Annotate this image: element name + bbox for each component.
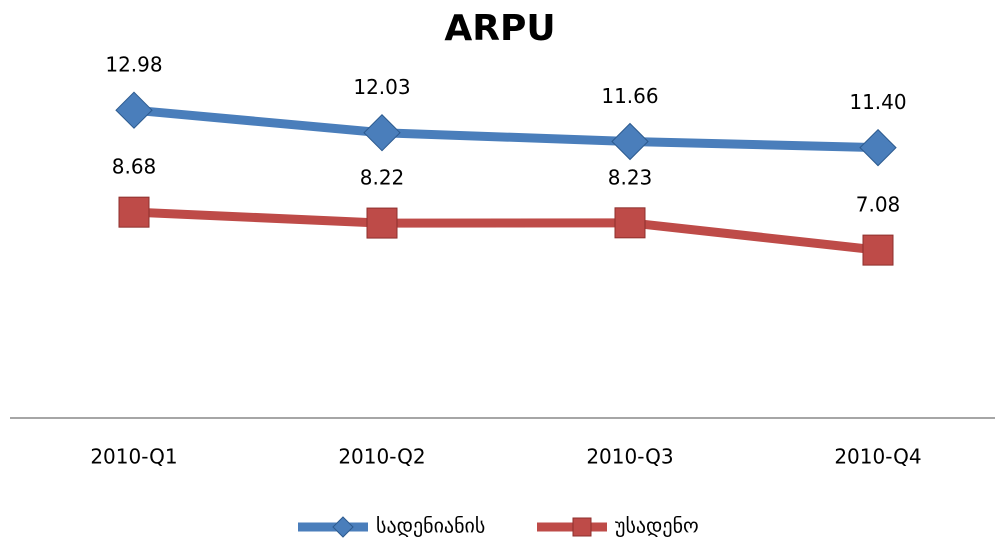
marker <box>862 234 894 266</box>
x-tick-label: 2010-Q4 <box>834 445 921 469</box>
data-label: 12.03 <box>353 75 410 99</box>
x-tick-label: 2010-Q3 <box>586 445 673 469</box>
chart-title: ARPU <box>444 8 555 49</box>
data-label: 8.23 <box>608 165 653 189</box>
series-line <box>133 105 879 153</box>
data-label: 12.98 <box>105 53 162 77</box>
legend-label: უსადენო <box>615 514 699 538</box>
marker <box>115 91 153 129</box>
data-label: 11.40 <box>849 90 906 114</box>
marker <box>611 122 649 161</box>
marker <box>572 517 592 537</box>
marker <box>366 207 398 239</box>
series-line <box>133 207 879 255</box>
data-label: 8.68 <box>112 155 157 179</box>
marker <box>118 196 150 228</box>
data-label: 7.08 <box>856 193 901 217</box>
data-label: 11.66 <box>601 84 658 108</box>
marker <box>363 114 401 152</box>
marker <box>614 207 646 239</box>
data-label: 8.22 <box>360 166 405 190</box>
legend-label: სადენიანის <box>376 514 485 538</box>
x-tick-label: 2010-Q1 <box>90 445 177 469</box>
marker <box>859 128 897 167</box>
x-tick-label: 2010-Q2 <box>338 445 425 469</box>
marker <box>332 516 354 538</box>
